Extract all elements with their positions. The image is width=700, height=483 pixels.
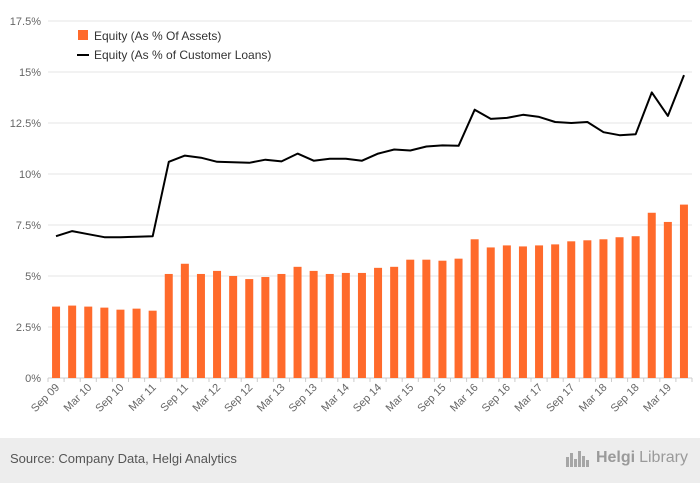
city-skyline-icon: [565, 451, 589, 467]
bar: [374, 267, 383, 378]
bar: [535, 245, 544, 378]
x-tick-label: Mar 12: [190, 382, 223, 415]
bar: [52, 306, 61, 378]
bar: [277, 273, 286, 378]
y-tick-label: 15%: [19, 67, 41, 79]
bar: [309, 270, 318, 378]
x-tick-label: Sep 17: [544, 382, 577, 415]
x-axis: [47, 378, 693, 382]
x-tick-label: Mar 14: [319, 382, 352, 415]
x-tick-label: Sep 11: [158, 382, 191, 415]
grid-lines: [48, 20, 692, 379]
bar: [148, 310, 157, 378]
x-tick-label: Sep 12: [222, 382, 255, 415]
footer: Source: Company Data, Helgi Analytics He…: [0, 438, 700, 483]
y-tick-label: 0%: [25, 373, 41, 385]
bar: [406, 259, 415, 378]
bar: [454, 258, 463, 378]
brand-logo[interactable]: Helgi Library: [565, 449, 688, 467]
x-tick-label: Mar 19: [641, 382, 674, 415]
x-tick-label: Mar 11: [127, 382, 159, 414]
x-tick-label: Mar 17: [512, 382, 545, 415]
x-axis-labels: Sep 09 Mar 10 Sep 10 Mar 11 Sep 11 Mar 12 Sep …: [29, 382, 674, 415]
legend-bar-label: Equity (As % Of Assets): [94, 29, 221, 43]
line-path: [55, 74, 685, 239]
bar: [196, 273, 205, 378]
bar: [100, 307, 109, 378]
bar: [599, 239, 608, 378]
bar: [229, 276, 238, 378]
y-tick-label: 12.5%: [10, 118, 41, 130]
y-tick-label: 17.5%: [10, 16, 41, 28]
x-tick-label: Sep 14: [351, 382, 384, 415]
y-tick-label: 2.5%: [16, 322, 41, 334]
bar: [132, 308, 141, 378]
bar: [341, 272, 350, 378]
x-tick-label: Mar 10: [62, 382, 95, 415]
bar: [567, 241, 576, 378]
bar: [486, 247, 495, 378]
brand-name-part2: Library: [639, 449, 688, 466]
bar: [116, 309, 125, 378]
y-tick-label: 10%: [19, 169, 41, 181]
bar: [180, 263, 189, 378]
x-tick-label: Mar 18: [577, 382, 610, 415]
x-tick-label: Mar 13: [255, 382, 288, 415]
x-tick-label: Sep 15: [415, 382, 448, 415]
bar: [615, 237, 624, 378]
x-tick-label: Mar 15: [384, 382, 417, 415]
x-tick-label: Sep 18: [609, 382, 642, 415]
brand-name-part1: Helgi: [595, 449, 636, 466]
bar: [357, 272, 366, 378]
source-text: Source: Company Data, Helgi Analytics: [10, 451, 237, 466]
legend-line-label: Equity (As % of Customer Loans): [94, 48, 271, 62]
bar: [647, 212, 656, 378]
line-series: [55, 74, 685, 239]
bar: [679, 204, 688, 378]
y-tick-label: 5%: [25, 271, 41, 283]
x-tick-label: Sep 09: [29, 382, 62, 415]
legend: Equity (As % Of Assets) Equity (As % of …: [77, 29, 271, 62]
bar: [164, 273, 173, 378]
y-tick-label: 7.5%: [16, 220, 41, 232]
chart: 0%2.5%5%7.5%10%12.5%15%17.5% Sep 09 Mar 1…: [10, 16, 693, 415]
bar: [261, 277, 270, 378]
bar: [438, 260, 447, 378]
x-tick-label: Sep 16: [480, 382, 513, 415]
x-tick-label: Mar 16: [448, 382, 481, 415]
x-tick-label: Sep 10: [93, 382, 126, 415]
bar: [583, 240, 592, 378]
bar: [213, 270, 222, 378]
legend-bar-swatch: [78, 30, 88, 40]
y-axis-labels: 0% 2.5% 5% 7.5% 10% 12.5% 15% 17.5%: [10, 16, 41, 385]
bar: [84, 306, 93, 378]
bar: [68, 305, 77, 378]
bar-series: [52, 204, 688, 378]
bar: [551, 244, 560, 378]
bar: [470, 239, 479, 378]
bar: [422, 259, 431, 378]
bar: [245, 279, 254, 378]
bar: [663, 221, 672, 378]
bar: [293, 266, 302, 378]
bar: [502, 245, 511, 378]
bar: [631, 236, 640, 378]
bar: [325, 273, 334, 378]
bar: [390, 266, 399, 378]
x-tick-label: Sep 13: [287, 382, 320, 415]
bar: [518, 246, 527, 378]
